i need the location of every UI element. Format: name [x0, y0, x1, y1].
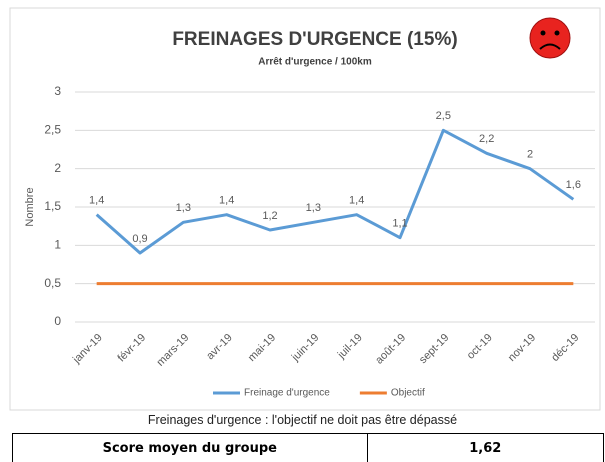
score-row: Score moyen du groupe 1,62 — [12, 433, 605, 462]
caption: Freinages d'urgence : l'objectif ne doit… — [147, 413, 458, 427]
data-label: 1,3 — [176, 202, 191, 214]
y-tick-label: 3 — [54, 84, 61, 98]
data-label: 1,4 — [89, 195, 104, 207]
legend-label: Freinage d'urgence — [244, 388, 330, 399]
chart-frame — [9, 7, 601, 411]
data-label: 2,2 — [479, 133, 494, 145]
score-value: 1,62 — [366, 433, 605, 462]
y-tick-label: 2,5 — [44, 123, 61, 137]
score-label: Score moyen du groupe — [12, 433, 368, 462]
legend-label: Objectif — [391, 388, 425, 399]
data-label: 2,5 — [436, 110, 451, 122]
data-label: 1,3 — [306, 202, 321, 214]
y-tick-label: 1,5 — [44, 199, 61, 213]
y-tick-label: 0,5 — [44, 276, 61, 290]
chart: FREINAGES D'URGENCE (15%) Arrêt d'urgenc… — [9, 7, 601, 411]
score-table: Score moyen du groupe 1,62 — [12, 433, 605, 462]
series-line — [95, 128, 575, 255]
y-tick-label: 1 — [54, 238, 61, 252]
data-label: 0,9 — [132, 233, 147, 245]
data-label: 1,2 — [262, 210, 277, 222]
data-label: 1,4 — [219, 195, 234, 207]
chart-title: FREINAGES D'URGENCE (15%) — [172, 29, 457, 50]
y-tick-label: 2 — [54, 161, 61, 175]
data-label: 2 — [527, 149, 533, 161]
data-label: 1,6 — [566, 179, 581, 191]
smiley — [529, 17, 571, 59]
data-label: 1,1 — [392, 218, 407, 230]
chart-subtitle: Arrêt d'urgence / 100km — [258, 57, 372, 68]
y-tick-label: 0 — [54, 314, 61, 328]
y-axis-label: Nombre — [24, 187, 36, 226]
data-label: 1,4 — [349, 195, 364, 207]
